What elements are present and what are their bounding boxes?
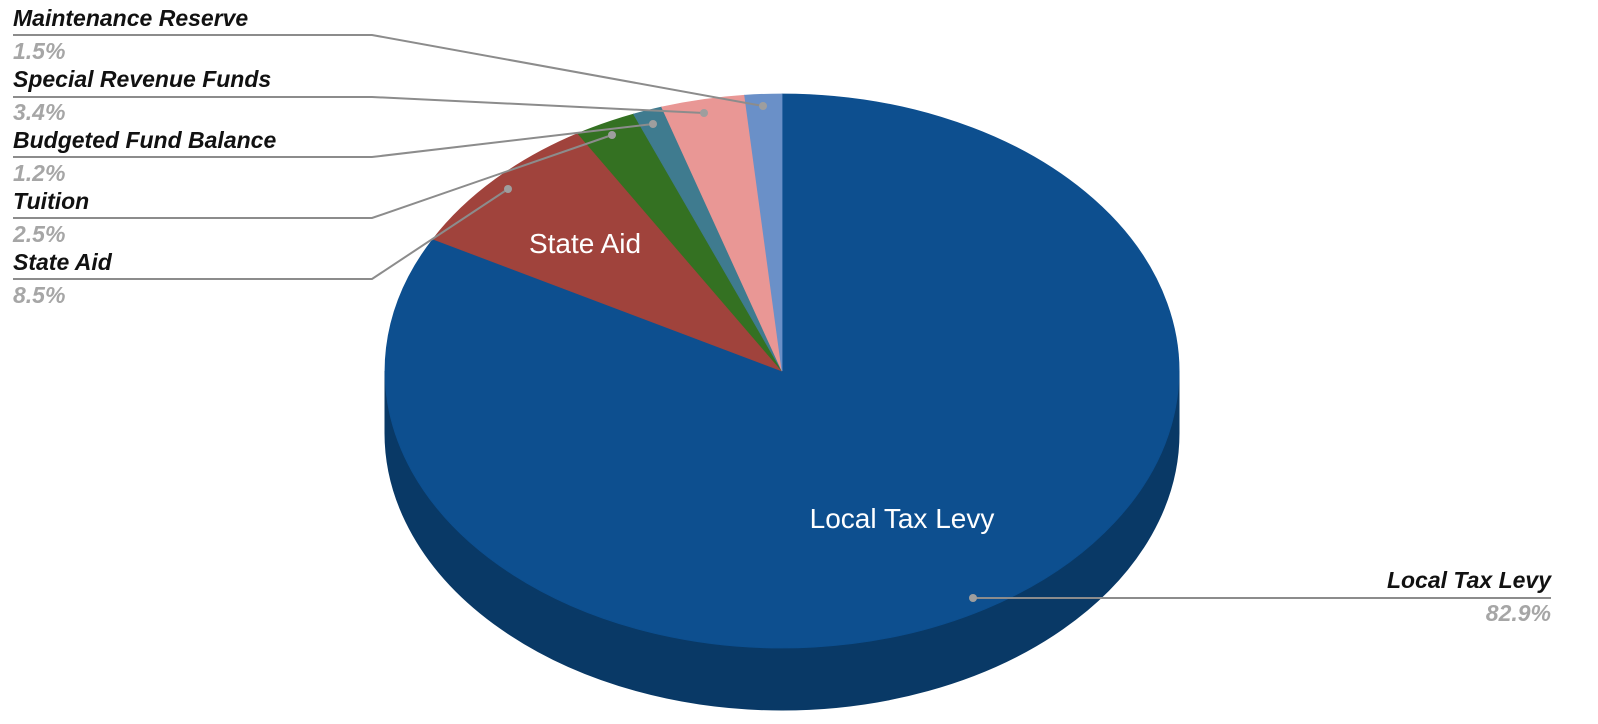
label-percent-maintenance-reserve: 1.5% [13, 38, 65, 64]
leader-line-state-aid [13, 188, 509, 280]
label-percent-tuition: 2.5% [12, 221, 65, 247]
leader-dot-maintenance-reserve [759, 102, 767, 110]
slice-inner-label-local-tax-levy: Local Tax Levy [810, 503, 995, 534]
label-percent-budgeted-fund-balance: 1.2% [13, 160, 65, 186]
slice-inner-label-state-aid: State Aid [529, 228, 641, 259]
leader-line-maintenance-reserve [13, 34, 764, 107]
leader-line-special-revenue-funds [13, 96, 705, 114]
leader-line-budgeted-fund-balance [13, 123, 654, 158]
leader-dot-state-aid [504, 185, 512, 193]
label-name-special-revenue-funds: Special Revenue Funds [13, 66, 271, 92]
label-name-budgeted-fund-balance: Budgeted Fund Balance [13, 127, 276, 153]
label-name-maintenance-reserve: Maintenance Reserve [13, 5, 248, 31]
pie-top [384, 93, 1180, 649]
leader-dot-local-tax-levy [969, 594, 977, 602]
leader-line-tuition [13, 134, 613, 219]
label-name-state-aid: State Aid [13, 249, 113, 275]
leader-dot-budgeted-fund-balance [649, 120, 657, 128]
pie-slice-maintenance-reserve [744, 93, 783, 372]
label-name-local-tax-levy: Local Tax Levy [1387, 567, 1552, 593]
label-percent-local-tax-levy: 82.9% [1486, 600, 1551, 626]
leader-dot-tuition [608, 131, 616, 139]
label-name-tuition: Tuition [13, 188, 89, 214]
pie-slice-state-aid [432, 132, 783, 372]
leader-dot-special-revenue-funds [700, 109, 708, 117]
pie-slice-local-tax-levy [384, 93, 1180, 649]
label-percent-state-aid: 8.5% [13, 282, 65, 308]
outside-labels: Local Tax Levy 82.9% State Aid 8.5% Tuition 2… [12, 5, 1552, 626]
label-percent-special-revenue-funds: 3.4% [13, 99, 65, 125]
